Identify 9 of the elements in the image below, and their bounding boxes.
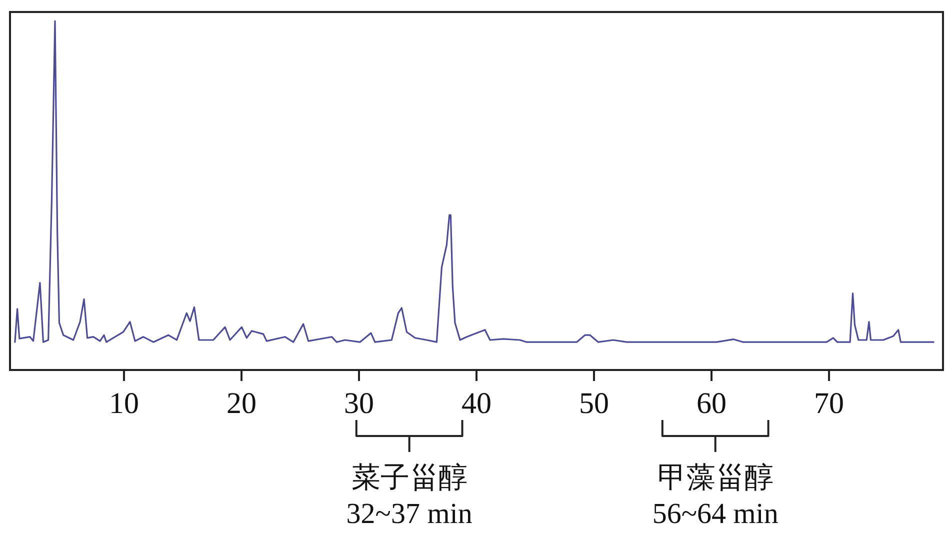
x-tick-label: 30 <box>344 387 374 420</box>
text: 菜子甾醇 32~37 min <box>346 462 473 530</box>
x-tick-label: 50 <box>579 387 610 420</box>
text: 甲藻甾醇 56~64 min <box>652 462 779 530</box>
x-tick-label: 40 <box>462 387 492 420</box>
x-tick-label: 60 <box>696 387 727 420</box>
x-tick-label: 70 <box>814 387 844 420</box>
x-tick-label: 10 <box>108 387 139 420</box>
x-tick-label: 20 <box>226 387 256 420</box>
